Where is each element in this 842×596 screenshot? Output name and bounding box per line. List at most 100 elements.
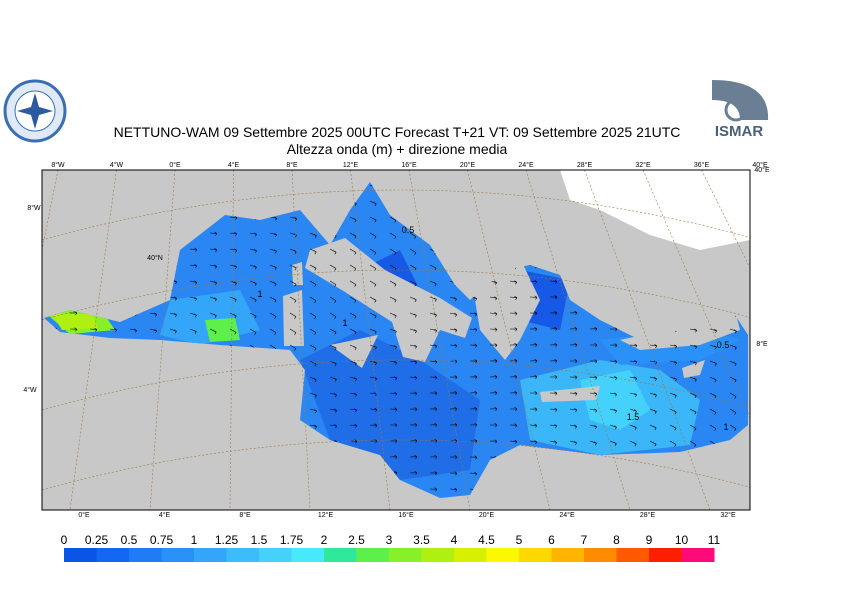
arrow <box>669 376 677 382</box>
parallel <box>42 359 750 411</box>
arrow <box>389 296 397 303</box>
arrow <box>509 358 518 363</box>
graticule <box>42 170 750 510</box>
colorbar-swatch <box>519 548 552 562</box>
contour-label: 1.5 <box>627 412 640 422</box>
arrow <box>349 248 357 255</box>
arrow <box>709 360 717 366</box>
arrow <box>669 440 677 447</box>
bottom-label: 0°E <box>78 511 90 519</box>
arrow <box>249 328 257 335</box>
parallel <box>42 189 750 241</box>
arrow <box>349 280 357 287</box>
arrow <box>309 424 318 429</box>
meridian <box>584 170 711 510</box>
arrow <box>349 344 357 351</box>
arrow <box>229 296 237 302</box>
arrow <box>269 296 277 303</box>
colorbar-swatch <box>259 548 292 562</box>
arrow <box>209 296 217 302</box>
arrow <box>329 424 338 429</box>
top-label: 28°E <box>577 161 593 169</box>
map-area <box>42 170 750 510</box>
left-label: 4°W <box>23 386 37 394</box>
arrow <box>189 280 198 285</box>
arrow <box>709 376 717 383</box>
colorbar-swatch <box>421 548 455 562</box>
arrow <box>249 312 257 319</box>
arrow <box>169 312 177 318</box>
arrow <box>389 423 398 428</box>
top-label: 32°E <box>635 161 651 169</box>
arrow <box>649 424 657 431</box>
arrow <box>309 312 317 319</box>
arrow <box>409 360 418 365</box>
colorbar-label: 2.5 <box>348 533 365 547</box>
black-sea-area <box>560 170 750 250</box>
arrow <box>309 264 317 271</box>
arrow <box>409 375 418 380</box>
colorbar-swatch <box>356 548 390 562</box>
meridian <box>642 170 750 419</box>
colorbar-swatch <box>324 548 357 562</box>
arrow <box>469 359 478 364</box>
colorbar: 0 0.25 0.5 0.75 1 1.25 1.5 1.75 2 2.5 3 3.5 4 4.5 5 6 7 8… <box>61 533 721 562</box>
arrow <box>589 392 598 397</box>
arrow <box>209 248 218 253</box>
arrow <box>369 312 377 319</box>
arrow <box>349 264 357 271</box>
arrow <box>249 264 257 270</box>
right-label: 40°E <box>754 166 770 174</box>
contour-label: 1 <box>257 289 262 299</box>
arrow <box>609 408 617 414</box>
top-label: 40°E <box>752 161 768 169</box>
arrow <box>389 216 397 223</box>
arrow <box>449 391 458 395</box>
colorbar-label: 1 <box>191 533 198 547</box>
arrow <box>349 423 358 428</box>
arrow <box>689 328 698 333</box>
arrow <box>629 376 638 381</box>
logo-left <box>3 79 67 143</box>
arrow <box>569 424 578 429</box>
arrow <box>509 374 518 379</box>
map-frame <box>41 169 751 511</box>
colorbar-label: 11 <box>708 533 721 547</box>
arrow <box>329 296 337 303</box>
colorbar-swatch <box>291 548 325 562</box>
arrow <box>549 407 558 412</box>
arrow <box>349 312 357 319</box>
colorbar-label: 0 <box>61 533 68 547</box>
arrow <box>369 439 378 444</box>
top-label: 36°E <box>694 161 710 169</box>
arrow <box>629 424 637 430</box>
arrow <box>209 231 218 236</box>
arrow <box>249 280 257 286</box>
colorbar-label: 1.75 <box>280 533 304 547</box>
arrow <box>169 296 178 301</box>
arrow <box>549 279 558 284</box>
arrow <box>489 312 498 316</box>
arrow <box>409 232 417 239</box>
arrow <box>329 344 337 351</box>
colorbar-label: 0.5 <box>121 533 138 547</box>
arrow <box>429 422 438 427</box>
arrow <box>429 344 438 349</box>
arrow <box>229 232 238 237</box>
arrow <box>549 391 558 396</box>
arrow <box>69 327 78 332</box>
arrow <box>489 296 498 301</box>
arrow <box>269 328 277 335</box>
arrow <box>449 375 458 380</box>
arrow <box>389 454 398 459</box>
arrow <box>489 327 498 332</box>
arrow <box>369 328 377 335</box>
arrow <box>429 471 438 476</box>
arrow <box>209 264 218 269</box>
contour-label: 1 <box>342 318 347 328</box>
arrow <box>469 406 478 411</box>
arrow <box>469 327 478 332</box>
arrow <box>569 408 578 413</box>
colorbar-label: 2 <box>321 533 328 547</box>
meridian <box>42 170 59 252</box>
